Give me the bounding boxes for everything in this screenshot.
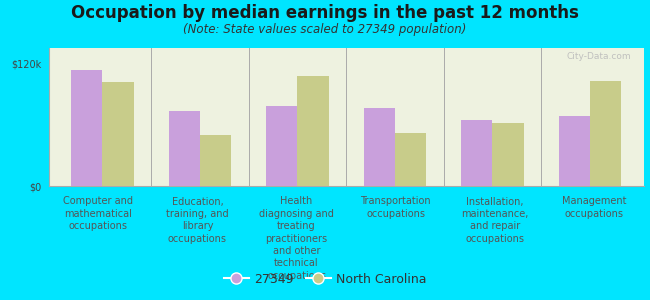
Bar <box>169 111 200 186</box>
Bar <box>298 76 328 186</box>
Text: Transportation
occupations: Transportation occupations <box>360 196 431 219</box>
Bar <box>266 106 298 186</box>
Bar <box>200 135 231 186</box>
Text: Management
occupations: Management occupations <box>562 196 626 219</box>
Text: Occupation by median earnings in the past 12 months: Occupation by median earnings in the pas… <box>71 4 579 22</box>
Text: (Note: State values scaled to 27349 population): (Note: State values scaled to 27349 popu… <box>183 22 467 35</box>
Bar <box>462 120 493 186</box>
Bar <box>590 81 621 186</box>
Text: Health
diagnosing and
treating
practitioners
and other
technical
occupations: Health diagnosing and treating practitio… <box>259 196 334 281</box>
Bar <box>364 108 395 186</box>
Bar <box>103 82 134 186</box>
Legend: 27349, North Carolina: 27349, North Carolina <box>219 268 431 291</box>
Bar <box>558 116 590 186</box>
Text: Education,
training, and
library
occupations: Education, training, and library occupat… <box>166 196 229 244</box>
Bar <box>72 70 103 186</box>
Text: City-Data.com: City-Data.com <box>567 52 632 61</box>
Text: Computer and
mathematical
occupations: Computer and mathematical occupations <box>63 196 133 231</box>
Bar <box>493 123 524 186</box>
Text: Installation,
maintenance,
and repair
occupations: Installation, maintenance, and repair oc… <box>461 196 528 244</box>
Bar <box>395 133 426 186</box>
